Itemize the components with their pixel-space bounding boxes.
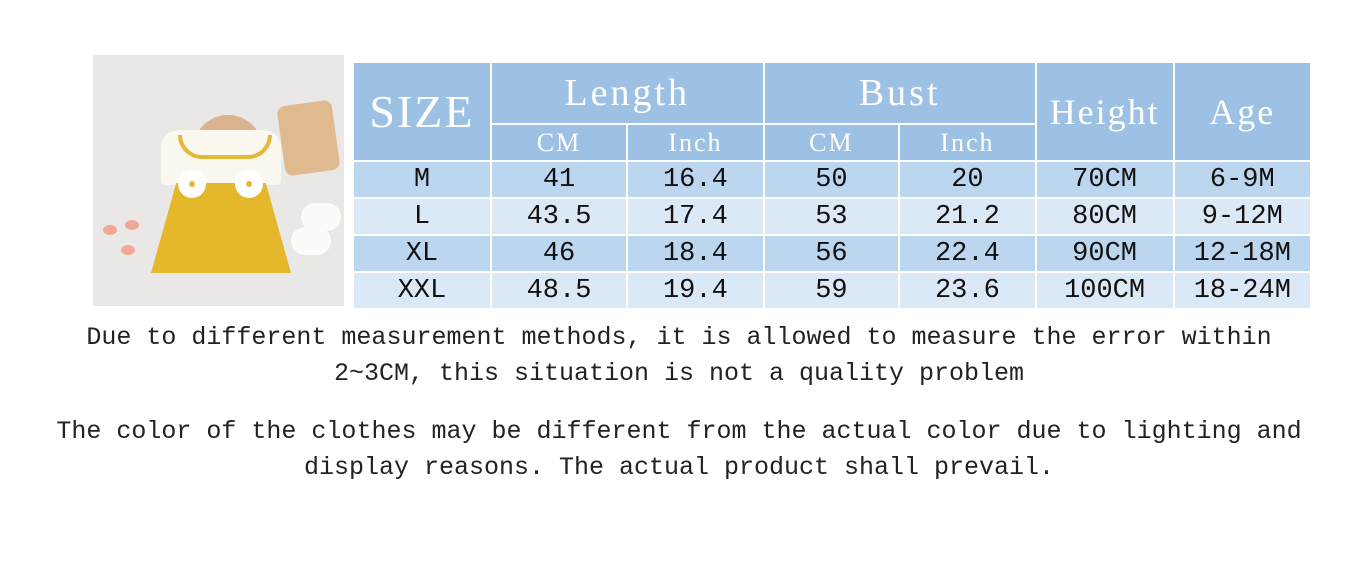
flower-decor xyxy=(121,245,135,255)
size-cell: XXL xyxy=(352,271,492,310)
length-inch-cell: 16.4 xyxy=(626,160,765,199)
length-cm-cell: 41 xyxy=(489,160,629,199)
table-row: M 41 16.4 50 20 70CM 6-9M xyxy=(352,160,1313,199)
dress-collar-shape xyxy=(178,135,272,159)
bust-cm-cell: 59 xyxy=(762,271,901,310)
color-note-line2: display reasons. The actual product shal… xyxy=(303,453,1055,482)
bust-inch-cell: 20 xyxy=(898,160,1037,199)
table-row: XXL 48.5 19.4 59 23.6 100CM 18-24M xyxy=(352,271,1313,310)
product-photo xyxy=(93,55,344,306)
bust-cm-cell: 50 xyxy=(762,160,901,199)
size-header: SIZE xyxy=(352,61,492,162)
dress-skirt-shape xyxy=(151,183,291,273)
height-cell: 90CM xyxy=(1034,234,1175,273)
bust-inch-cell: 21.2 xyxy=(898,197,1037,236)
bust-cm-cell: 53 xyxy=(762,197,901,236)
color-note-line1: The color of the clothes may be differen… xyxy=(56,417,1302,446)
length-cm-cell: 48.5 xyxy=(489,271,629,310)
length-inch-header: Inch xyxy=(626,123,765,162)
age-header: Age xyxy=(1172,61,1313,162)
flower-icon xyxy=(181,173,203,195)
shoe-shape xyxy=(301,203,341,231)
size-cell: M xyxy=(352,160,492,199)
size-cell: L xyxy=(352,197,492,236)
size-cell: XL xyxy=(352,234,492,273)
length-inch-cell: 18.4 xyxy=(626,234,765,273)
measurement-note: Due to different measurement methods, it… xyxy=(0,320,1358,392)
bust-cm-cell: 56 xyxy=(762,234,901,273)
measurement-note-line2: 2~3CM, this situation is not a quality p… xyxy=(333,359,1025,388)
flower-decor xyxy=(125,220,139,230)
age-cell: 6-9M xyxy=(1172,160,1313,199)
table-row: XL 46 18.4 56 22.4 90CM 12-18M xyxy=(352,234,1313,273)
age-cell: 12-18M xyxy=(1172,234,1313,273)
height-cell: 100CM xyxy=(1034,271,1175,310)
length-cm-cell: 43.5 xyxy=(489,197,629,236)
bust-inch-cell: 22.4 xyxy=(898,234,1037,273)
length-inch-cell: 17.4 xyxy=(626,197,765,236)
flower-decor xyxy=(103,225,117,235)
height-cell: 70CM xyxy=(1034,160,1175,199)
age-cell: 9-12M xyxy=(1172,197,1313,236)
length-cm-header: CM xyxy=(489,123,629,162)
length-inch-cell: 19.4 xyxy=(626,271,765,310)
age-cell: 18-24M xyxy=(1172,271,1313,310)
flower-icon xyxy=(238,173,260,195)
height-header: Height xyxy=(1034,61,1175,162)
height-cell: 80CM xyxy=(1034,197,1175,236)
color-note: The color of the clothes may be differen… xyxy=(0,414,1358,486)
bust-inch-cell: 23.6 xyxy=(898,271,1037,310)
length-cm-cell: 46 xyxy=(489,234,629,273)
length-header: Length xyxy=(489,61,765,125)
shoe-shape xyxy=(291,227,331,255)
size-table: SIZE Length Bust Height Age CM Inch CM I… xyxy=(352,61,1313,310)
bust-inch-header: Inch xyxy=(898,123,1037,162)
bust-cm-header: CM xyxy=(762,123,901,162)
measurement-note-line1: Due to different measurement methods, it… xyxy=(86,323,1272,352)
tray-shape xyxy=(276,99,341,177)
bust-header: Bust xyxy=(762,61,1037,125)
table-row: L 43.5 17.4 53 21.2 80CM 9-12M xyxy=(352,197,1313,236)
